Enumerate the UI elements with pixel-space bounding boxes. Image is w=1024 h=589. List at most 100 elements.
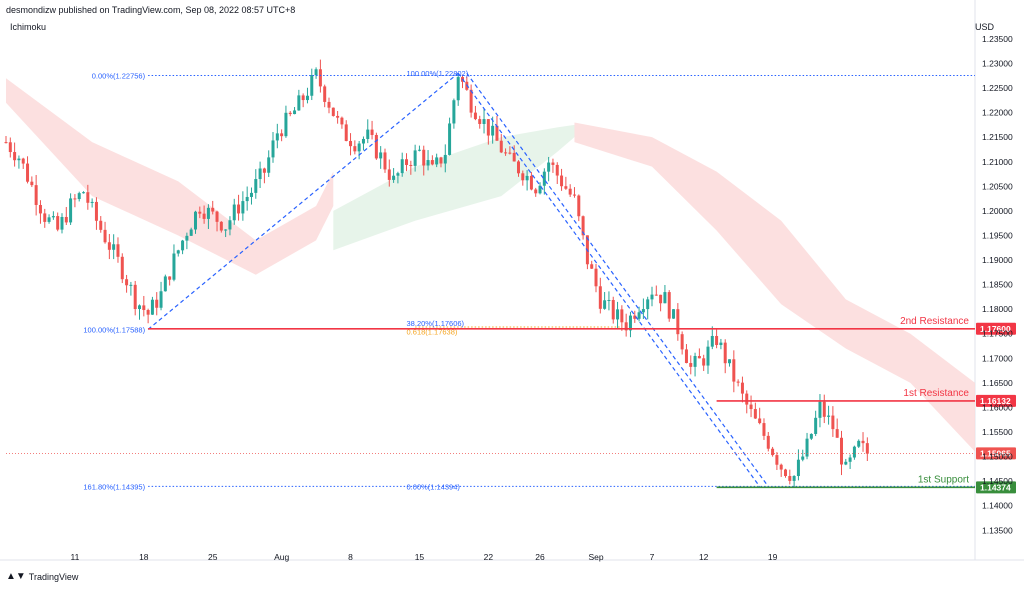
candle <box>99 216 103 233</box>
candle <box>318 59 322 93</box>
candle <box>21 157 25 169</box>
candle <box>258 161 262 188</box>
price-tick-label: 1.16500 <box>982 378 1013 388</box>
indicator-label[interactable]: Ichimoku <box>10 22 47 32</box>
fib-level-label: 0.00%(1.22756) <box>92 71 146 80</box>
candle <box>740 376 744 403</box>
candle <box>280 129 284 142</box>
candle <box>702 354 706 372</box>
candle <box>94 197 98 230</box>
price-tag <box>976 394 1016 407</box>
candle <box>831 406 835 437</box>
cloud-bullish <box>333 124 575 251</box>
candle <box>189 227 193 236</box>
candle <box>56 212 60 232</box>
candle <box>628 311 632 338</box>
candle <box>534 187 538 197</box>
candle <box>835 418 839 438</box>
candle <box>284 105 288 138</box>
candle <box>249 187 253 205</box>
candle <box>331 107 335 117</box>
candle <box>857 439 861 448</box>
candle <box>684 344 688 364</box>
candle <box>400 152 404 177</box>
candle <box>73 194 77 208</box>
price-tick-label: 1.19000 <box>982 255 1013 265</box>
candle <box>370 120 374 140</box>
cloud-bearish <box>6 78 334 275</box>
candle <box>86 184 90 210</box>
candle <box>387 159 391 187</box>
candle <box>340 116 344 129</box>
candle <box>693 352 697 377</box>
candle <box>551 158 555 173</box>
candle <box>482 108 486 134</box>
candle <box>469 84 473 118</box>
price-tick-label: 1.22500 <box>982 83 1013 93</box>
time-tick-label: 11 <box>70 552 79 562</box>
candle <box>254 169 258 199</box>
candle <box>430 155 434 166</box>
candle <box>672 309 676 319</box>
candle <box>383 148 387 173</box>
candle <box>762 418 766 440</box>
candle <box>206 204 210 229</box>
candle <box>758 407 762 425</box>
candle <box>241 191 245 221</box>
candle <box>788 469 792 485</box>
candle <box>594 263 598 293</box>
candle <box>706 340 710 374</box>
candle <box>211 200 215 215</box>
candle <box>361 136 365 151</box>
currency-label: USD <box>974 22 994 32</box>
candle <box>267 150 271 177</box>
fib-level-label: 0.00%(1.14394) <box>407 482 461 491</box>
candle <box>353 140 357 155</box>
price-tick-label: 1.17500 <box>982 329 1013 339</box>
candle <box>577 194 581 222</box>
level-name-label: 1st Support <box>918 474 969 485</box>
time-tick-label: 18 <box>139 552 149 562</box>
candle <box>198 206 202 219</box>
candle <box>568 184 572 198</box>
candle <box>624 313 628 337</box>
candle <box>529 172 533 191</box>
candle <box>443 144 447 173</box>
price-tick-label: 1.13500 <box>982 525 1013 535</box>
candle <box>262 167 266 184</box>
candle <box>542 168 546 195</box>
candle <box>305 87 309 104</box>
candle <box>314 67 318 79</box>
candle <box>525 170 529 191</box>
current-price-tag <box>976 447 1016 460</box>
candle <box>297 89 301 111</box>
candle <box>448 117 452 156</box>
candle <box>82 191 86 194</box>
candle <box>202 205 206 224</box>
candle <box>796 449 800 481</box>
price-tick-label: 1.23500 <box>982 34 1013 44</box>
candle <box>771 446 775 457</box>
candle <box>512 145 516 162</box>
candle <box>852 445 856 460</box>
candle <box>34 174 38 216</box>
candle <box>163 274 167 292</box>
footer: ▲▼ TradingView <box>6 571 78 582</box>
candle <box>426 150 430 171</box>
fib-retracement-trendline[interactable] <box>457 72 761 487</box>
candle <box>374 132 378 160</box>
candle <box>13 142 17 167</box>
candle <box>17 155 21 169</box>
candle <box>172 244 176 282</box>
level-name-label: 1st Resistance <box>903 388 969 399</box>
candle <box>405 153 409 172</box>
candle <box>237 194 241 221</box>
candle <box>293 107 297 115</box>
candle <box>422 145 426 176</box>
time-axis: 11 18 25 Aug 8 15 22 26 Sep 7 12 19 <box>70 552 777 562</box>
publisher-header: desmondizw published on TradingView.com,… <box>6 5 296 15</box>
fib-retracement-trendline[interactable] <box>466 72 769 487</box>
price-tick-label: 1.15000 <box>982 452 1013 462</box>
cloud-bearish <box>574 122 975 452</box>
